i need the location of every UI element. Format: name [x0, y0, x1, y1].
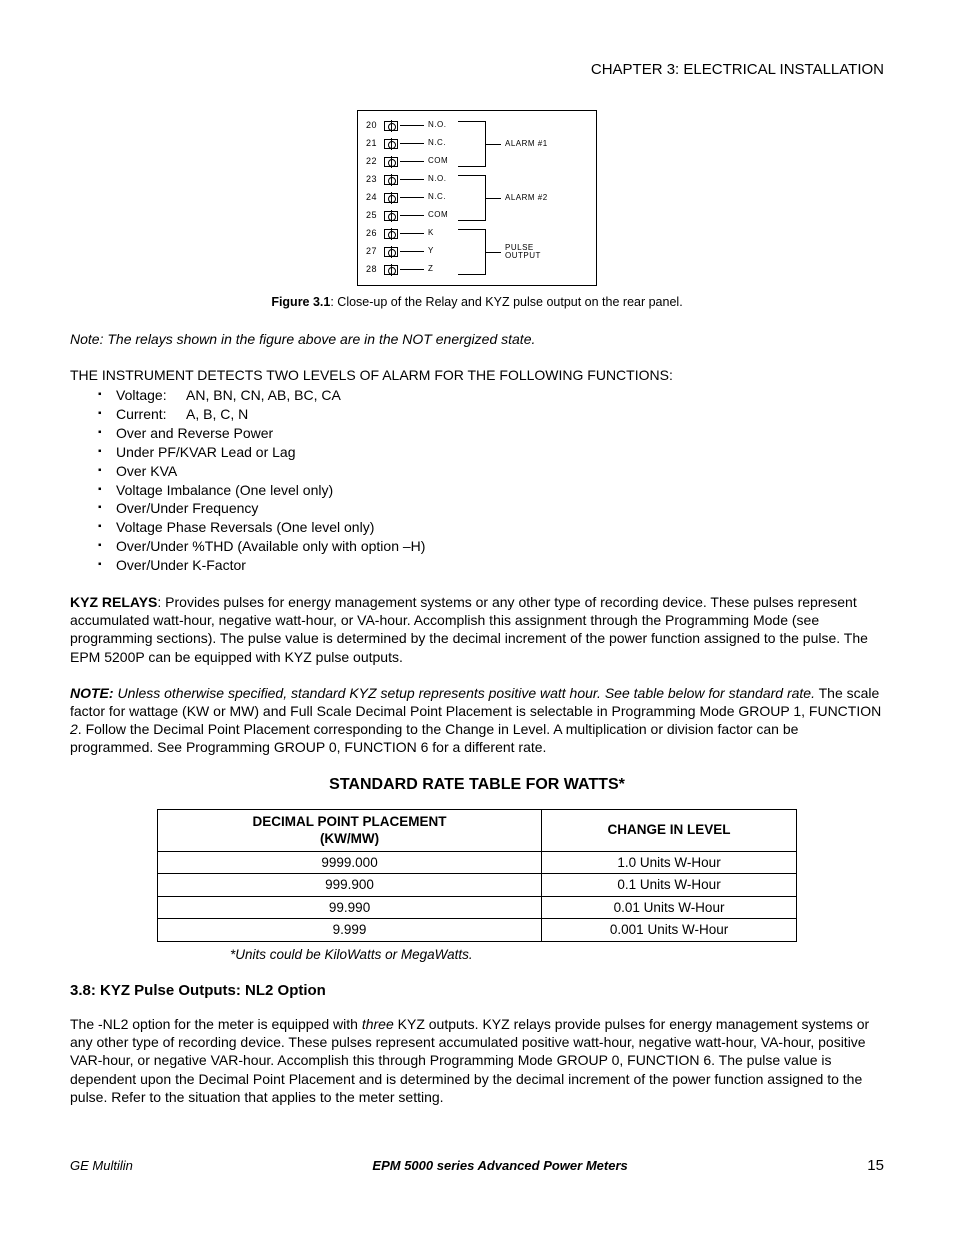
intro-text: THE INSTRUMENT DETECTS TWO LEVELS OF ALA… [70, 366, 884, 384]
group-label: ALARM #1 [505, 138, 548, 148]
list-item: Voltage Phase Reversals (One level only) [98, 518, 884, 537]
terminal-icon [384, 193, 398, 203]
list-item: Over/Under Frequency [98, 499, 884, 518]
list-item: Over and Reverse Power [98, 424, 884, 443]
list-item: Over/Under %THD (Available only with opt… [98, 537, 884, 556]
terminal-label: Z [424, 264, 458, 274]
terminal-label: N.O. [424, 174, 458, 184]
bracket-alarm2: ALARM #2 [458, 175, 486, 221]
terminal-icon [384, 211, 398, 221]
footer-left: GE Multilin [70, 1158, 133, 1175]
page-footer: GE Multilin EPM 5000 series Advanced Pow… [70, 1156, 884, 1176]
list-item: Current:A, B, C, N [98, 405, 884, 424]
terminal-label: COM [424, 156, 458, 166]
terminal-num: 21 [366, 138, 384, 150]
connector-line [400, 215, 424, 216]
connector-line [400, 143, 424, 144]
note-paragraph: NOTE: Unless otherwise specified, standa… [70, 684, 884, 757]
connector-line [400, 125, 424, 126]
table-title: STANDARD RATE TABLE FOR WATTS* [70, 775, 884, 796]
connector-line [400, 179, 424, 180]
connector-line [400, 269, 424, 270]
figure-caption: Figure 3.1: Close-up of the Relay and KY… [70, 294, 884, 310]
terminal-icon [384, 175, 398, 185]
terminal-num: 24 [366, 192, 384, 204]
terminal-label: N.C. [424, 192, 458, 202]
table-row: 999.9000.1 Units W-Hour [158, 874, 797, 897]
group-label: ALARM #2 [505, 192, 548, 202]
terminal-icon [384, 121, 398, 131]
table-row: 99.9900.01 Units W-Hour [158, 896, 797, 919]
list-item: Over KVA [98, 462, 884, 481]
terminal-num: 23 [366, 174, 384, 186]
terminal-icon [384, 265, 398, 275]
list-item: Voltage Imbalance (One level only) [98, 481, 884, 500]
terminal-label: K [424, 228, 458, 238]
table-footnote: *Units could be KiloWatts or MegaWatts. [230, 946, 884, 964]
terminal-num: 28 [366, 264, 384, 276]
nl2-paragraph: The -NL2 option for the meter is equippe… [70, 1015, 884, 1106]
group-label: PULSE OUTPUT [505, 244, 541, 260]
terminal-icon [384, 139, 398, 149]
relay-diagram: 20N.O. 21N.C. 22COM 23N.O. 24N.C. 25COM … [357, 110, 597, 286]
terminal-num: 20 [366, 120, 384, 132]
terminal-num: 22 [366, 156, 384, 168]
terminal-icon [384, 229, 398, 239]
list-item: Under PF/KVAR Lead or Lag [98, 443, 884, 462]
connector-line [400, 161, 424, 162]
connector-line [400, 251, 424, 252]
terminal-label: COM [424, 210, 458, 220]
terminal-icon [384, 157, 398, 167]
table-row: 9.9990.001 Units W-Hour [158, 919, 797, 942]
terminal-num: 27 [366, 246, 384, 258]
section-heading: 3.8: KYZ Pulse Outputs: NL2 Option [70, 981, 884, 1001]
table-row: 9999.0001.0 Units W-Hour [158, 851, 797, 874]
kyz-relays-paragraph: KYZ RELAYS: Provides pulses for energy m… [70, 593, 884, 666]
bracket-alarm1: ALARM #1 [458, 121, 486, 167]
table-header: CHANGE IN LEVEL [542, 810, 797, 851]
footer-center: EPM 5000 series Advanced Power Meters [372, 1158, 627, 1175]
table-header: DECIMAL POINT PLACEMENT (KW/MW) [158, 810, 542, 851]
terminal-label: N.O. [424, 120, 458, 130]
list-item: Over/Under K-Factor [98, 556, 884, 575]
note-relays: Note: The relays shown in the figure abo… [70, 330, 884, 348]
alarm-functions-list: Voltage:AN, BN, CN, AB, BC, CA Current:A… [70, 386, 884, 575]
terminal-label: Y [424, 246, 458, 256]
footer-page-number: 15 [867, 1156, 884, 1176]
bracket-pulse: PULSE OUTPUT [458, 229, 486, 275]
terminal-icon [384, 247, 398, 257]
rate-table: DECIMAL POINT PLACEMENT (KW/MW) CHANGE I… [157, 809, 797, 942]
connector-line [400, 197, 424, 198]
connector-line [400, 233, 424, 234]
terminal-num: 26 [366, 228, 384, 240]
terminal-num: 25 [366, 210, 384, 222]
chapter-header: CHAPTER 3: ELECTRICAL INSTALLATION [70, 60, 884, 80]
list-item: Voltage:AN, BN, CN, AB, BC, CA [98, 386, 884, 405]
terminal-label: N.C. [424, 138, 458, 148]
